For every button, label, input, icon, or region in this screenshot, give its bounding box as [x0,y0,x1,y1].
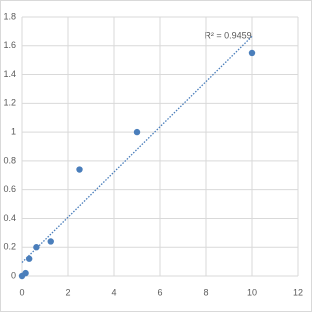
x-tick-label: 4 [111,287,116,297]
data-point [248,49,256,57]
data-point [22,269,29,277]
r-squared-annotation: R² = 0.9459 [204,30,251,40]
data-point [25,255,33,262]
x-tick-label: 10 [247,287,257,297]
data-point [33,244,40,251]
y-tick-label: 1.6 [3,40,16,50]
y-tick-label: 0.2 [3,242,16,252]
y-tick-label: 0.6 [3,184,16,194]
data-point [47,238,54,245]
x-tick-label: 8 [203,287,208,297]
chart-frame [0,0,312,312]
x-tick-label: 0 [19,287,24,297]
y-tick-label: 0.4 [3,213,16,223]
y-tick-label: 1.4 [3,69,16,79]
data-point [76,166,83,173]
x-tick-label: 12 [293,287,303,297]
chart: R² = 0.9459 0 0.2 0.4 0.6 0.8 1 1.2 1.4 1.6 1.8 0 2… [0,0,312,312]
data-point [133,128,141,136]
x-tick-label: 6 [157,287,162,297]
y-tick-label: 1.2 [3,98,16,108]
y-tick-label: 1.8 [3,11,16,21]
y-tick-label: 0 [11,270,16,280]
y-tick-label: 1 [11,126,16,136]
y-tick-label: 0.8 [3,155,16,165]
x-tick-label: 2 [65,287,70,297]
